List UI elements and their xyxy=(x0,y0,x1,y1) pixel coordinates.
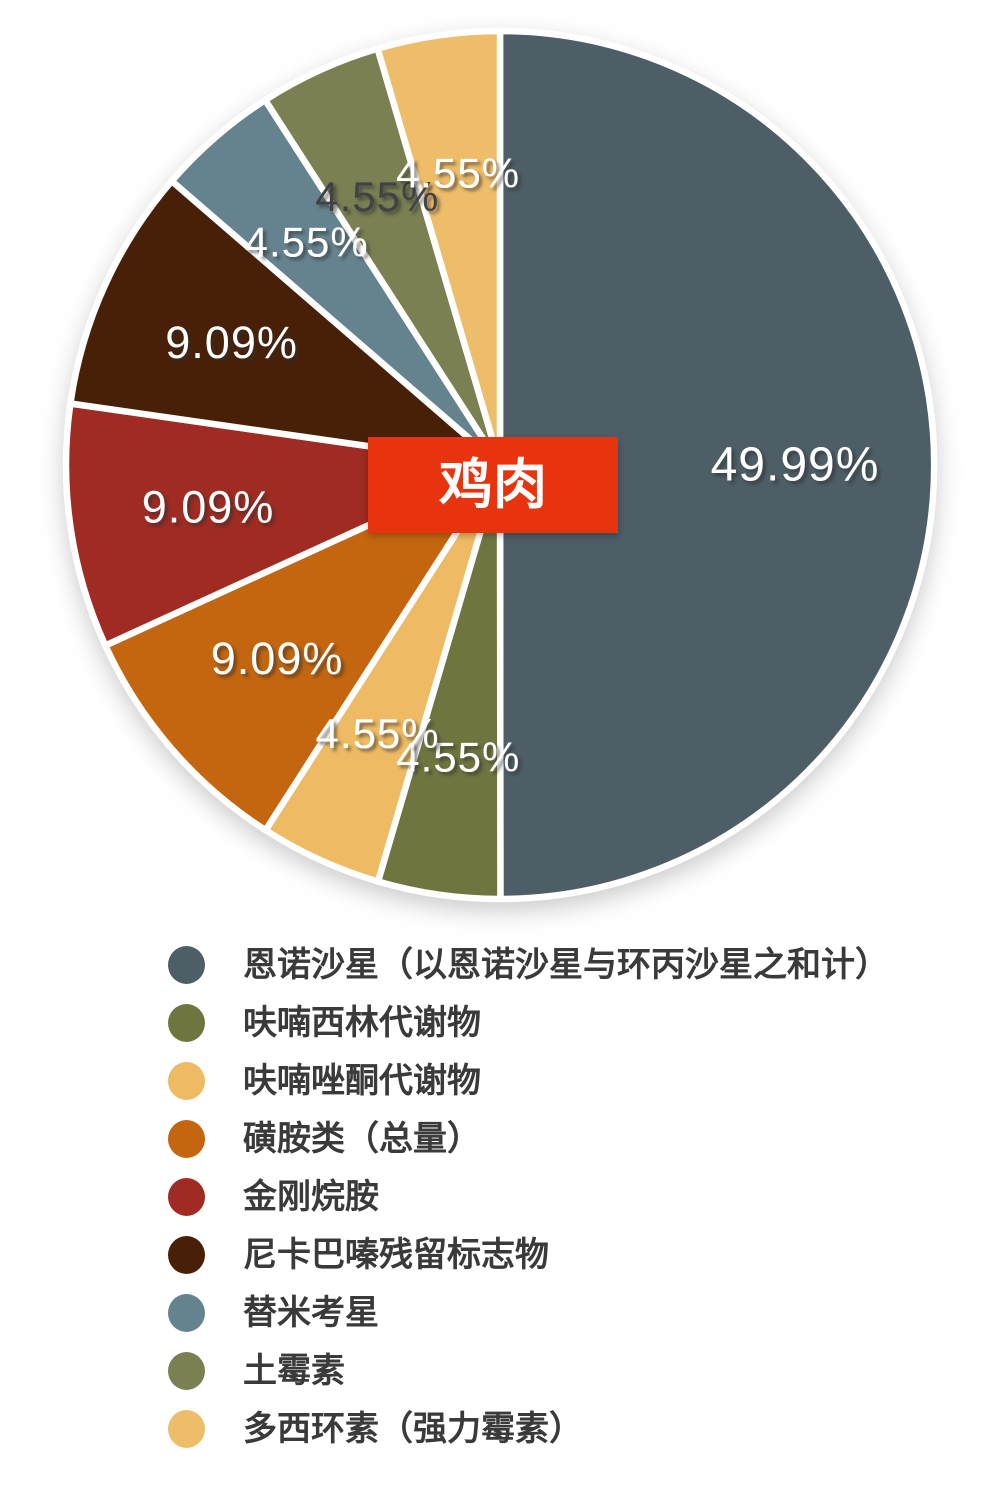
pie-slice-value-label: 4.55% xyxy=(396,150,520,197)
center-label-badge: 鸡肉 xyxy=(368,437,618,533)
pie-slice-value-label: 4.55% xyxy=(316,710,440,757)
legend-swatch-icon xyxy=(168,946,205,984)
legend-item-0: 恩诺沙星（以恩诺沙星与环丙沙星之和计） xyxy=(168,946,889,984)
pie-slice-value-label: 9.09% xyxy=(165,317,298,368)
legend-label: 尼卡巴嗪残留标志物 xyxy=(243,1236,549,1274)
legend-label: 土霉素 xyxy=(243,1352,345,1390)
legend-label: 呋喃西林代谢物 xyxy=(243,1004,481,1042)
pie-slice-0 xyxy=(496,27,938,903)
legend-label: 磺胺类（总量） xyxy=(243,1120,481,1158)
legend-swatch-icon xyxy=(168,1352,205,1390)
pie-slice-value-label: 4.55% xyxy=(396,734,520,781)
pie-slice-8 xyxy=(374,27,504,469)
legend-swatch-icon xyxy=(168,1178,205,1216)
legend-label: 呋喃唑酮代谢物 xyxy=(243,1062,481,1100)
pie-slice-3 xyxy=(102,461,504,834)
legend-item-1: 呋喃西林代谢物 xyxy=(168,1004,889,1042)
legend-item-3: 磺胺类（总量） xyxy=(168,1120,889,1158)
legend-item-2: 呋喃唑酮代谢物 xyxy=(168,1062,889,1100)
legend-swatch-icon xyxy=(168,1004,205,1042)
legend-item-4: 金刚烷胺 xyxy=(168,1178,889,1216)
legend-swatch-icon xyxy=(168,1062,205,1100)
pie-slice-value-label: 4.55% xyxy=(315,173,439,220)
pie-chart: 49.99%4.55%4.55%9.09%9.09%9.09%4.55%4.55… xyxy=(66,27,938,903)
legend-item-5: 尼卡巴嗪残留标志物 xyxy=(168,1236,889,1274)
legend: 恩诺沙星（以恩诺沙星与环丙沙星之和计） 呋喃西林代谢物 呋喃唑酮代谢物 磺胺类（总量）… xyxy=(168,946,889,1448)
legend-swatch-icon xyxy=(168,1120,205,1158)
legend-label: 金刚烷胺 xyxy=(243,1178,379,1216)
legend-swatch-icon xyxy=(168,1410,205,1448)
pie-slice-value-label: 9.09% xyxy=(142,482,275,533)
center-label-text: 鸡肉 xyxy=(439,455,547,515)
legend-label: 恩诺沙星（以恩诺沙星与环丙沙星之和计） xyxy=(243,946,889,984)
legend-swatch-icon xyxy=(168,1294,205,1332)
legend-item-7: 土霉素 xyxy=(168,1352,889,1390)
legend-item-6: 替米考星 xyxy=(168,1294,889,1332)
legend-swatch-icon xyxy=(168,1236,205,1274)
pie-slice-value-label: 49.99% xyxy=(711,438,880,491)
legend-label: 多西环素（强力霉素） xyxy=(243,1410,583,1448)
legend-item-8: 多西环素（强力霉素） xyxy=(168,1410,889,1448)
pie-slice-5 xyxy=(67,177,504,469)
pie-slice-value-label: 9.09% xyxy=(211,633,344,684)
legend-label: 替米考星 xyxy=(243,1294,379,1332)
pie-slice-value-label: 4.55% xyxy=(245,219,369,266)
